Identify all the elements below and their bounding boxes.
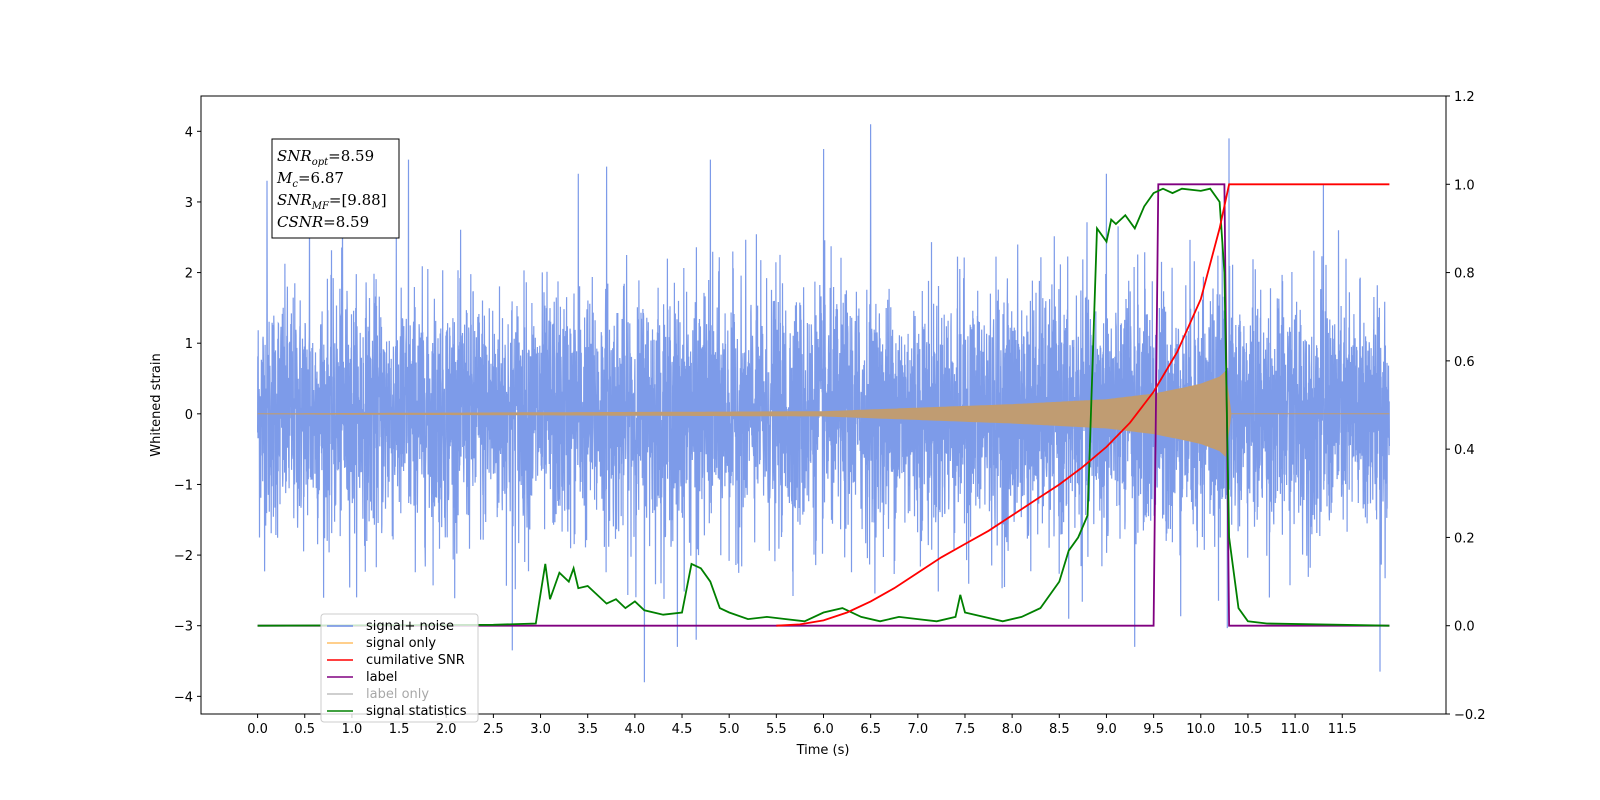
- y-axis-label: Whitened strain: [149, 353, 164, 456]
- x-tick-label: 3.5: [577, 722, 598, 737]
- x-tick-label: 4.5: [672, 722, 693, 737]
- x-tick-label: 10.5: [1233, 722, 1262, 737]
- legend: signal+ noise signal only cumilative SNR la…: [320, 613, 479, 723]
- x-tick-label: 7.0: [907, 722, 928, 737]
- x-tick-label: 3.0: [530, 722, 551, 737]
- y-tick-label: −3: [174, 620, 193, 635]
- x-tick-label: 0.0: [247, 722, 268, 737]
- legend-label: cumilative SNR: [366, 653, 465, 668]
- y-tick-label: −4: [174, 690, 193, 705]
- series-signal-only: [257, 370, 1390, 457]
- series-signal-statistics: [257, 187, 1390, 627]
- y2-tick-label: 0.2: [1454, 531, 1475, 546]
- legend-label: label only: [366, 687, 429, 702]
- y2-tick-label: 0.6: [1454, 355, 1475, 370]
- series-cumulative-snr: [776, 183, 1390, 627]
- x-tick-label: 11.0: [1281, 722, 1310, 737]
- y2-tick-label: 0.4: [1454, 443, 1475, 458]
- legend-label: signal statistics: [366, 704, 467, 719]
- x-tick-label: 2.5: [483, 722, 504, 737]
- x-tick-label: 4.0: [625, 722, 646, 737]
- y-tick-label: −2: [174, 549, 193, 564]
- y-tick-label: 1: [185, 337, 193, 352]
- y2-tick-label: 0.0: [1454, 620, 1475, 635]
- series-label: [257, 183, 1390, 627]
- x-tick-label: 8.0: [1002, 722, 1023, 737]
- legend-label: signal+ noise: [366, 619, 454, 634]
- legend-label: label: [366, 670, 397, 685]
- x-tick-label: 9.5: [1143, 722, 1164, 737]
- y-tick-label: 2: [185, 267, 193, 282]
- x-tick-label: 7.5: [955, 722, 976, 737]
- x-tick-label: 6.0: [813, 722, 834, 737]
- y2-tick-label: 1.0: [1454, 178, 1475, 193]
- x-tick-label: 10.0: [1186, 722, 1215, 737]
- x-tick-label: 5.0: [719, 722, 740, 737]
- y2-tick-label: 0.8: [1454, 267, 1475, 282]
- y-tick-label: 0: [185, 408, 193, 423]
- x-axis-label: Time (s): [796, 743, 850, 758]
- annotation-line: SNRopt=8.59: [277, 147, 374, 168]
- y2-tick-label: 1.2: [1454, 90, 1475, 105]
- x-tick-label: 2.0: [436, 722, 457, 737]
- y-tick-label: −1: [174, 478, 193, 493]
- x-tick-label: 11.5: [1328, 722, 1357, 737]
- x-tick-label: 5.5: [766, 722, 787, 737]
- x-tick-label: 1.0: [342, 722, 363, 737]
- annotation-line: SNRMF=[9.88]: [277, 191, 387, 212]
- annotation-line: CSNR=8.59: [277, 213, 369, 231]
- annotation-line: Mc=6.87: [276, 169, 344, 190]
- x-tick-label: 0.5: [294, 722, 315, 737]
- y-tick-label: 3: [185, 196, 193, 211]
- x-tick-label: 1.5: [389, 722, 410, 737]
- legend-label: signal only: [366, 636, 436, 651]
- x-tick-label: 6.5: [860, 722, 881, 737]
- y-tick-label: 4: [185, 125, 193, 140]
- x-tick-label: 9.0: [1096, 722, 1117, 737]
- x-tick-label: 8.5: [1049, 722, 1070, 737]
- y2-tick-label: −0.2: [1454, 708, 1486, 723]
